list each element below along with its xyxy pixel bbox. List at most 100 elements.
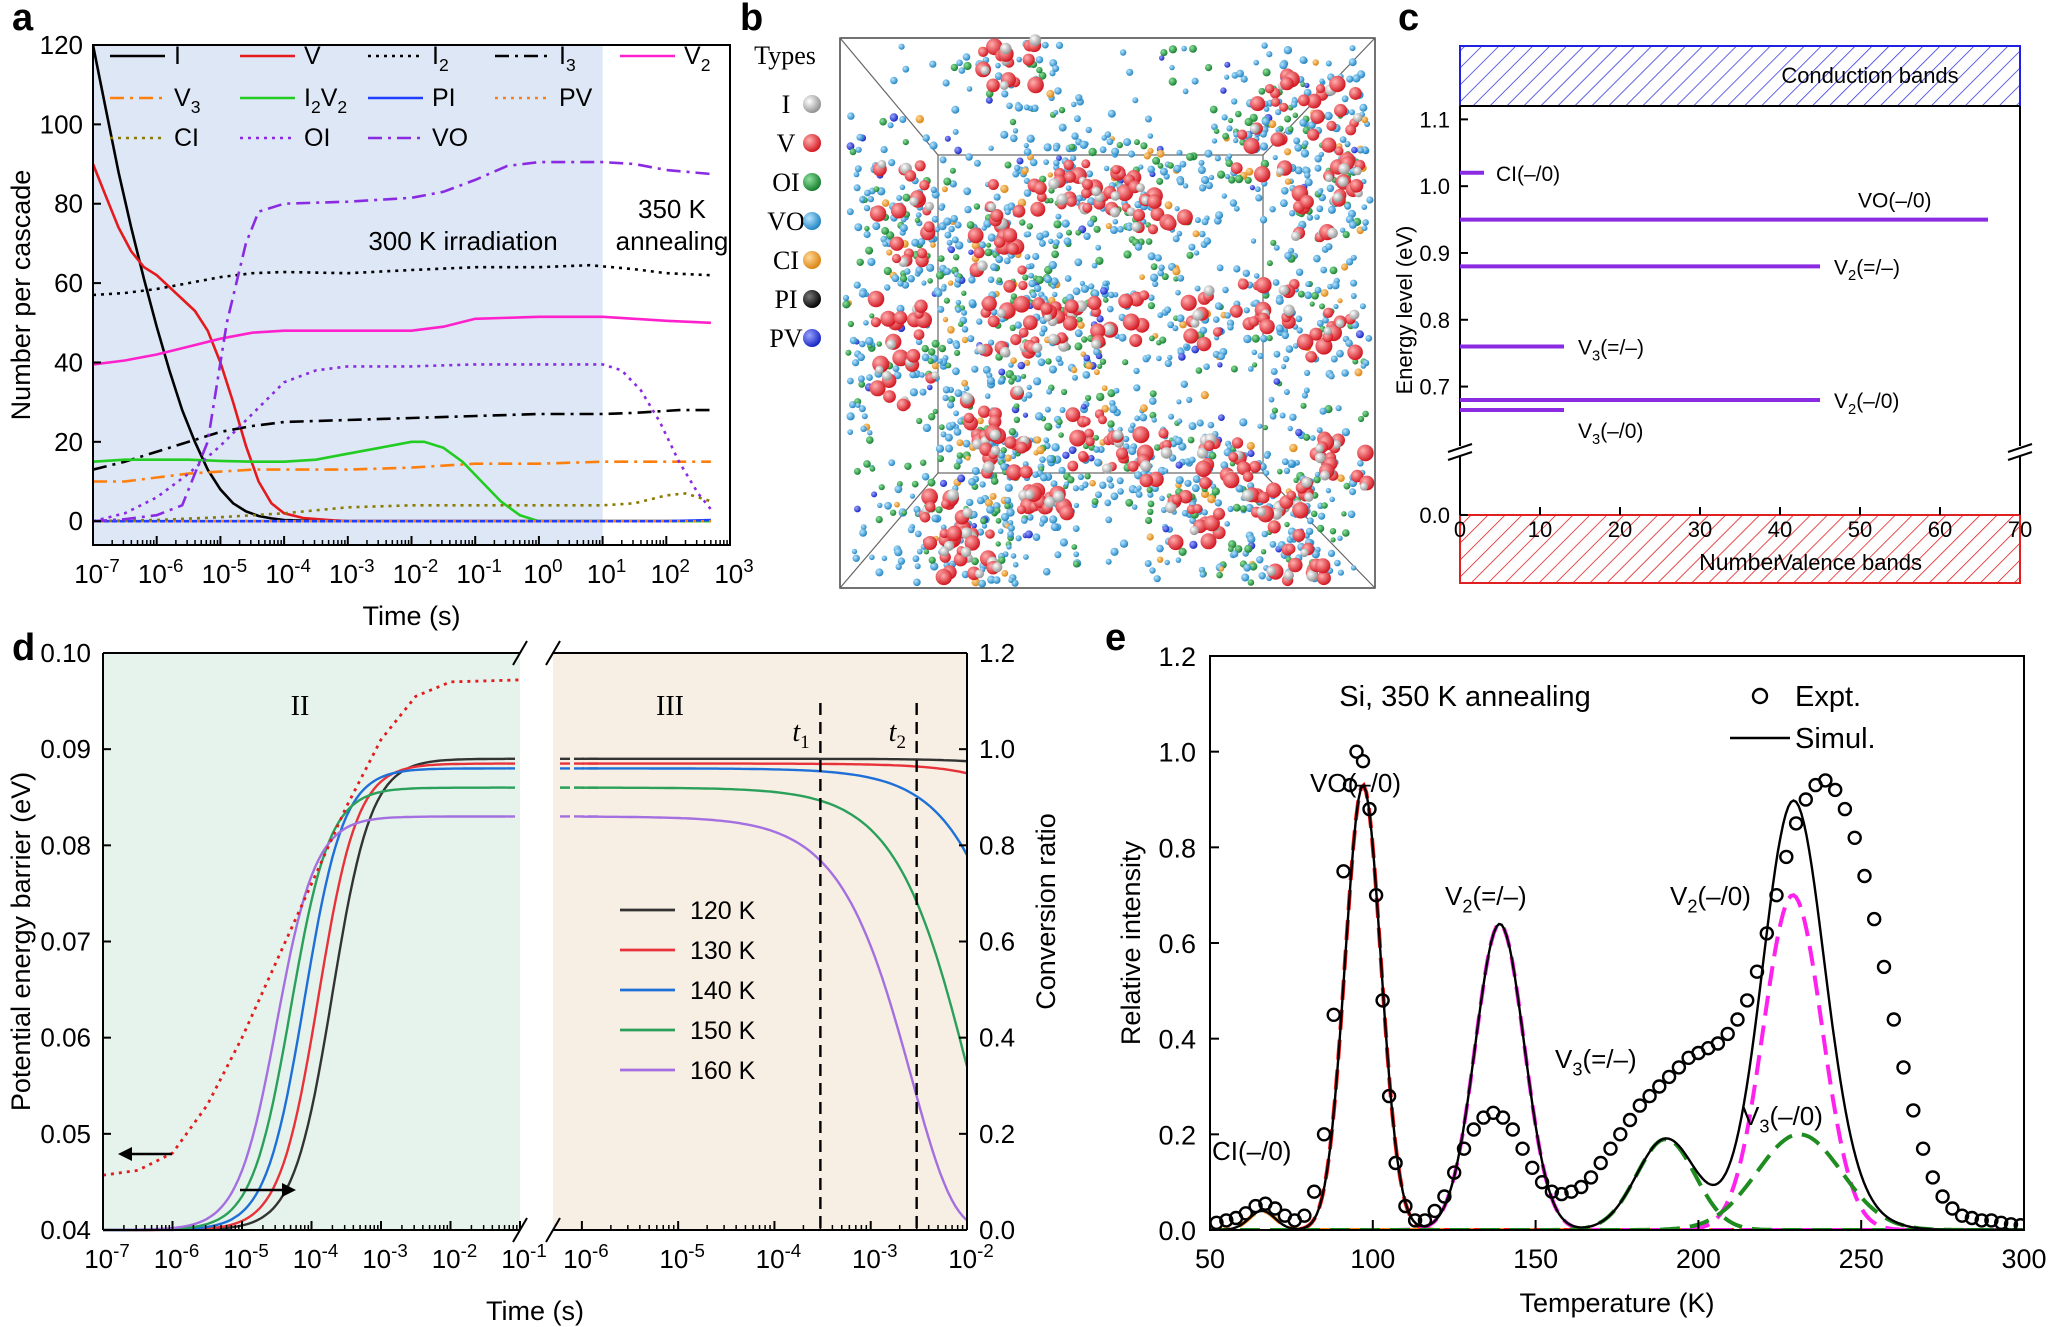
atom: [1225, 159, 1233, 167]
vacancy-atom: [1077, 450, 1088, 461]
atom: [951, 236, 959, 244]
atom: [1251, 334, 1260, 343]
y-axis-label: Relative intensity: [1116, 840, 1146, 1045]
atom: [942, 79, 950, 87]
vacancy-atom: [1286, 490, 1297, 501]
chart-title: Si, 350 K annealing: [1339, 681, 1591, 713]
atom: [1085, 126, 1092, 134]
atom: [988, 145, 994, 151]
atom: [995, 255, 1004, 264]
atom: [927, 278, 933, 284]
vacancy-atom: [1203, 440, 1215, 452]
left-y-tick-label: 0.05: [40, 1119, 91, 1149]
expt-point: [1847, 830, 1862, 845]
series-line-I3: [93, 408, 711, 471]
atom: [945, 444, 953, 453]
left-y-tick-label: 0.04: [40, 1215, 91, 1245]
expt-point: [1827, 782, 1843, 798]
atom: [1026, 134, 1035, 143]
interstitial-atom: [1101, 463, 1113, 474]
atom: [963, 385, 970, 392]
atom: [971, 467, 980, 475]
atom: [1008, 428, 1017, 436]
atom: [916, 417, 923, 425]
vacancy-atom: [923, 536, 938, 550]
vacancy-atom: [1016, 505, 1026, 515]
atom: [894, 485, 903, 494]
y-tick-label: 100: [40, 109, 83, 139]
expt-point: [1375, 993, 1390, 1008]
x-tick-label: 40: [1768, 517, 1792, 542]
atom: [1162, 525, 1170, 533]
atom: [1149, 411, 1157, 419]
atom: [1161, 273, 1169, 281]
vacancy-atom: [939, 528, 950, 539]
atom: [1025, 391, 1033, 399]
atom: [1167, 354, 1173, 361]
x-tick-label: 10-7: [74, 555, 120, 589]
atom: [1175, 557, 1182, 563]
atom: [911, 238, 920, 247]
atom: [1284, 251, 1292, 260]
vacancy-atom: [1259, 318, 1275, 335]
atom: [1167, 321, 1175, 329]
atom: [1187, 436, 1195, 444]
region-ii-shading: [103, 653, 520, 1230]
atom: [1205, 181, 1213, 190]
atom: [966, 221, 975, 229]
atom: [931, 514, 939, 523]
atom: [1175, 289, 1181, 296]
atom: [860, 425, 867, 432]
legend-label: 130 K: [690, 937, 756, 965]
atom: [978, 579, 987, 588]
vacancy-atom: [1254, 166, 1271, 183]
atom: [1084, 473, 1091, 480]
atom: [971, 365, 979, 373]
interstitial-atom: [1160, 447, 1173, 459]
region-label-ii: II: [291, 691, 310, 722]
atom: [1352, 74, 1361, 83]
atom: [1240, 505, 1247, 512]
atom: [1221, 114, 1228, 121]
atom: [1228, 176, 1236, 184]
atom: [1243, 307, 1250, 314]
atom: [1039, 456, 1046, 464]
atom: [1256, 556, 1264, 564]
x-tick-label: 10-1: [501, 1240, 547, 1274]
atom: [1349, 109, 1355, 116]
atom: [900, 216, 907, 223]
atom: [879, 117, 887, 126]
atom: [865, 336, 874, 346]
atom: [1316, 319, 1324, 327]
atom: [1100, 287, 1108, 295]
vacancy-atom: [1111, 165, 1121, 175]
atom: [1307, 517, 1314, 525]
atom: [1330, 355, 1338, 363]
atom: [1091, 498, 1099, 505]
atom: [1247, 366, 1254, 372]
atom: [929, 60, 937, 68]
atom: [1289, 210, 1296, 217]
legend-marker-PV: [803, 329, 821, 347]
atom: [1073, 560, 1080, 568]
atom: [981, 523, 988, 529]
atom: [1305, 527, 1314, 536]
atom: [987, 276, 995, 284]
atom: [1053, 159, 1060, 167]
atom: [849, 401, 857, 409]
atom: [1004, 496, 1012, 504]
atom: [931, 339, 940, 348]
axis-break-mark: [545, 640, 561, 666]
interstitial-atom: [1301, 477, 1312, 488]
atom: [863, 460, 871, 468]
vacancy-atom: [1180, 294, 1197, 311]
panel-label-c: c: [1398, 0, 1419, 39]
atom: [1159, 167, 1168, 176]
atom: [1109, 404, 1118, 414]
atom: [853, 281, 861, 289]
y-tick-label: 120: [40, 30, 83, 60]
atom: [1236, 69, 1244, 78]
atom: [1049, 515, 1058, 524]
atom: [1052, 145, 1060, 152]
